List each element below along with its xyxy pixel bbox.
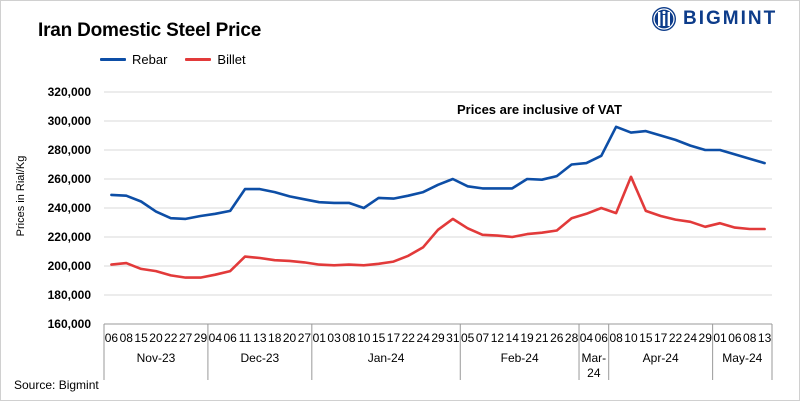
axes: 160,000 180,000 200,000 220,000 240,000 260,0…: [48, 85, 773, 380]
x-tick-label: 22: [164, 331, 178, 345]
x-tick-label: 22: [669, 331, 683, 345]
x-tick-label: 21: [535, 331, 549, 345]
x-tick-label: 10: [357, 331, 371, 345]
month-label: Feb-24: [501, 351, 539, 365]
x-tick-label: 14: [506, 331, 520, 345]
brand-logo: BIGMINT: [651, 6, 777, 32]
x-tick-label: 12: [491, 331, 505, 345]
y-tick-label: 280,000: [48, 143, 92, 157]
month-label: Nov-23: [137, 351, 176, 365]
x-tick-label: 28: [565, 331, 579, 345]
y-tick-label: 240,000: [48, 201, 92, 215]
grid-lines: [104, 91, 772, 325]
x-tick-label: 08: [342, 331, 356, 345]
chart-title: Iran Domestic Steel Price: [38, 20, 262, 41]
y-tick-label: 260,000: [48, 172, 92, 186]
bigmint-logo-icon: [652, 7, 676, 31]
x-tick-label: 18: [268, 331, 282, 345]
month-label: May-24: [722, 351, 762, 365]
x-tick-label: 06: [728, 331, 742, 345]
x-tick-label: 27: [298, 331, 312, 345]
x-tick-label: 06: [595, 331, 609, 345]
x-tick-label: 19: [520, 331, 534, 345]
x-tick-label: 24: [416, 331, 430, 345]
x-tick-label: 20: [149, 331, 163, 345]
x-tick-label: 06: [105, 331, 119, 345]
x-tick-label: 24: [684, 331, 698, 345]
x-tick-label: 31: [446, 331, 460, 345]
x-tick-label: 15: [372, 331, 386, 345]
legend-swatch-billet: [185, 58, 212, 61]
legend-item-billet: Billet: [185, 52, 246, 67]
x-tick-label: 08: [743, 331, 757, 345]
legend-swatch-rebar: [100, 58, 126, 61]
x-tick-label: 13: [758, 331, 772, 345]
y-tick-label: 160,000: [48, 317, 92, 331]
legend-label-billet: Billet: [217, 52, 246, 67]
x-tick-label: 27: [179, 331, 193, 345]
series-line-rebar: [110, 125, 766, 221]
series-lines: [110, 125, 766, 279]
x-tick-label: 05: [461, 331, 475, 345]
y-tick-label: 180,000: [48, 288, 92, 302]
y-axis-label: Prices in Rial/Kg: [15, 156, 27, 237]
month-label: Dec-23: [241, 351, 280, 365]
x-tick-label: 08: [120, 331, 134, 345]
x-tick-label: 03: [327, 331, 341, 345]
series-line-billet: [110, 175, 766, 279]
y-tick-label: 320,000: [48, 85, 92, 99]
y-tick-label: 200,000: [48, 259, 92, 273]
legend-item-rebar: Rebar: [100, 52, 167, 67]
x-tick-label: 04: [209, 331, 223, 345]
x-tick-label: 26: [550, 331, 564, 345]
legend-label-rebar: Rebar: [132, 52, 168, 67]
x-tick-label: 29: [431, 331, 445, 345]
x-tick-label: 07: [476, 331, 490, 345]
x-tick-label: 20: [283, 331, 297, 345]
brand-name: BIGMINT: [683, 8, 778, 29]
legend: Rebar Billet: [100, 52, 264, 67]
month-label: Jan-24: [368, 351, 405, 365]
x-tick-label: 06: [223, 331, 237, 345]
month-label: Apr-24: [643, 351, 679, 365]
x-tick-label: 15: [639, 331, 653, 345]
x-tick-label: 11: [239, 331, 252, 345]
x-tick-label: 17: [654, 331, 668, 345]
month-label: Mar-: [582, 351, 607, 365]
x-tick-label: 01: [713, 331, 727, 345]
month-label: 24: [587, 366, 601, 380]
x-tick-label: 22: [402, 331, 416, 345]
x-tick-label: 13: [253, 331, 267, 345]
x-tick-label: 01: [313, 331, 327, 345]
y-tick-label: 300,000: [48, 114, 92, 128]
x-tick-label: 08: [609, 331, 623, 345]
y-tick-label: 220,000: [48, 230, 92, 244]
x-tick-label: 04: [580, 331, 594, 345]
x-tick-label: 15: [134, 331, 148, 345]
source-note: Source: Bigmint: [14, 378, 99, 392]
x-tick-label: 10: [624, 331, 638, 345]
x-tick-label: 29: [194, 331, 208, 345]
x-tick-label: 29: [699, 331, 713, 345]
x-tick-label: 17: [387, 331, 401, 345]
vat-annotation: Prices are inclusive of VAT: [457, 102, 622, 117]
